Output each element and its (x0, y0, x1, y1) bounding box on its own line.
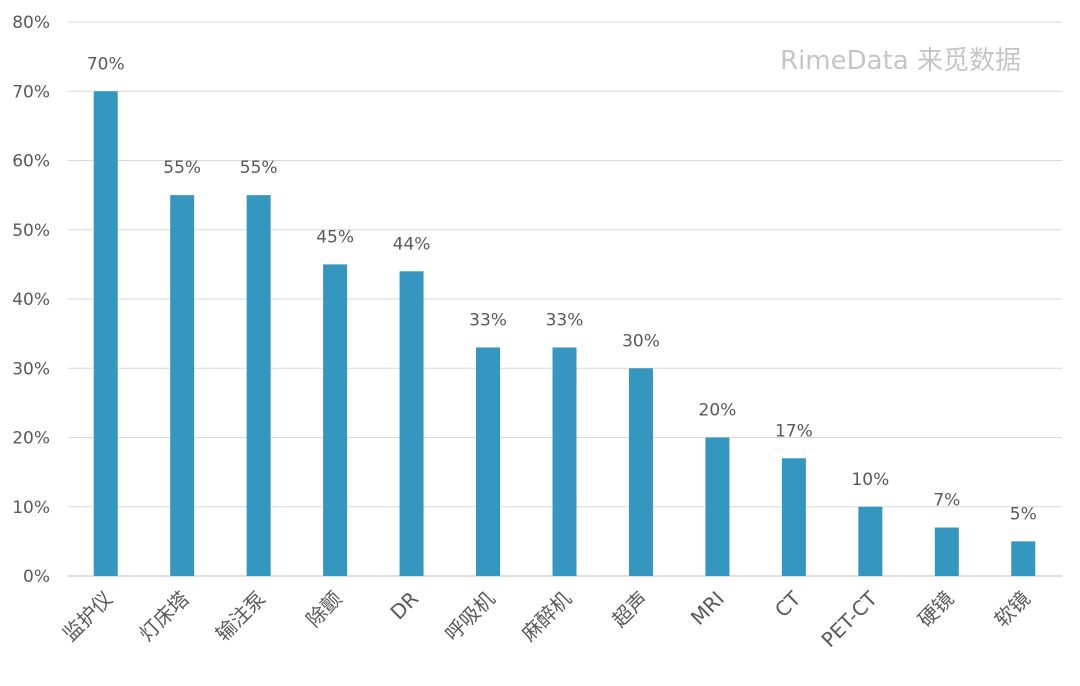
data-label: 7% (933, 491, 960, 511)
y-tick-label: 30% (12, 359, 50, 379)
x-tick-label: 呼吸机 (440, 587, 499, 646)
bar (246, 195, 271, 576)
x-tick-label: 灯床塔 (134, 587, 193, 646)
x-tick-label: 除颤 (301, 587, 346, 632)
bar (93, 91, 118, 576)
data-label: 55% (240, 158, 278, 178)
x-tick-label: CT (770, 586, 806, 622)
x-tick-label: 超声 (607, 587, 652, 632)
bar (323, 264, 348, 576)
x-tick-label: 输注泵 (211, 587, 270, 646)
bar (170, 195, 195, 576)
bar (858, 506, 883, 576)
data-label: 17% (775, 421, 813, 441)
y-tick-label: 60% (12, 152, 50, 172)
data-label: 33% (469, 310, 507, 330)
bar (1011, 541, 1036, 576)
x-tick-label: MRI (686, 587, 729, 630)
x-tick-label: 硬镜 (913, 587, 958, 632)
y-tick-label: 10% (12, 498, 50, 518)
y-tick-label: 50% (12, 221, 50, 241)
watermark: RimeData 来觅数据 (780, 46, 1021, 76)
data-label: 44% (393, 234, 431, 254)
data-label: 33% (546, 310, 584, 330)
y-tick-label: 80% (12, 13, 50, 33)
x-tick-label: DR (385, 586, 423, 624)
bar (476, 347, 501, 576)
x-tick-label: PET-CT (816, 586, 882, 652)
y-tick-label: 0% (23, 567, 50, 587)
data-label: 20% (699, 401, 737, 421)
y-tick-label: 40% (12, 290, 50, 310)
x-tick-label: 麻醉机 (517, 587, 576, 646)
bar (399, 271, 424, 576)
bar (552, 347, 577, 576)
y-tick-label: 20% (12, 429, 50, 449)
y-tick-label: 70% (12, 82, 50, 102)
bar (628, 368, 653, 576)
data-label: 70% (87, 54, 125, 74)
data-label: 5% (1010, 504, 1037, 524)
x-tick-label: 监护仪 (58, 587, 117, 646)
data-label: 30% (622, 331, 660, 351)
bar (705, 437, 730, 576)
x-tick-label: 软镜 (990, 587, 1035, 632)
data-label: 10% (851, 470, 889, 490)
data-label: 55% (163, 158, 201, 178)
data-label: 45% (316, 227, 354, 247)
bar (781, 458, 806, 576)
bar (934, 527, 959, 576)
